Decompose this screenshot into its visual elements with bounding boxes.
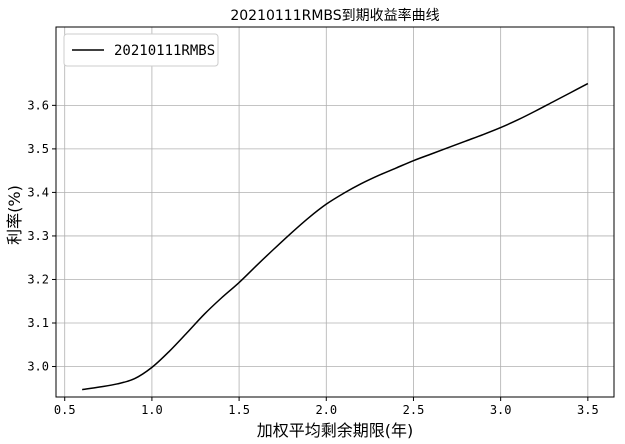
x-tick-label: 2.0 (315, 403, 337, 417)
x-axis-ticks: 0.5 1.0 1.5 2.0 2.5 3.0 3.5 (54, 397, 599, 417)
y-tick-label: 3.6 (27, 98, 49, 112)
grid-layer (56, 27, 614, 397)
legend-label: 20210111RMBS (114, 43, 215, 59)
x-axis-title: 加权平均剩余期限(年) (257, 421, 414, 440)
y-tick-label: 3.4 (27, 185, 49, 199)
chart-title: 20210111RMBS到期收益率曲线 (230, 7, 439, 24)
x-tick-label: 1.5 (228, 403, 250, 417)
x-tick-label: 0.5 (54, 403, 76, 417)
y-axis-ticks: 3.0 3.1 3.2 3.3 3.4 3.5 3.6 (27, 98, 56, 374)
y-tick-label: 3.5 (27, 142, 49, 156)
legend-box (63, 33, 219, 67)
legend: 20210111RMBS (63, 33, 219, 67)
y-tick-label: 3.2 (27, 272, 49, 286)
y-axis-title: 利率(%) (5, 185, 24, 245)
x-tick-label: 3.5 (577, 403, 599, 417)
series-layer (82, 82, 589, 391)
x-tick-label: 3.0 (490, 403, 512, 417)
y-tick-label: 3.1 (27, 316, 49, 330)
x-tick-label: 2.5 (403, 403, 425, 417)
series-line-20210111RMBS (82, 82, 589, 391)
x-tick-label: 1.0 (141, 403, 163, 417)
plot-frame (55, 26, 615, 398)
y-tick-label: 3.3 (27, 229, 49, 243)
y-tick-label: 3.0 (27, 360, 49, 374)
